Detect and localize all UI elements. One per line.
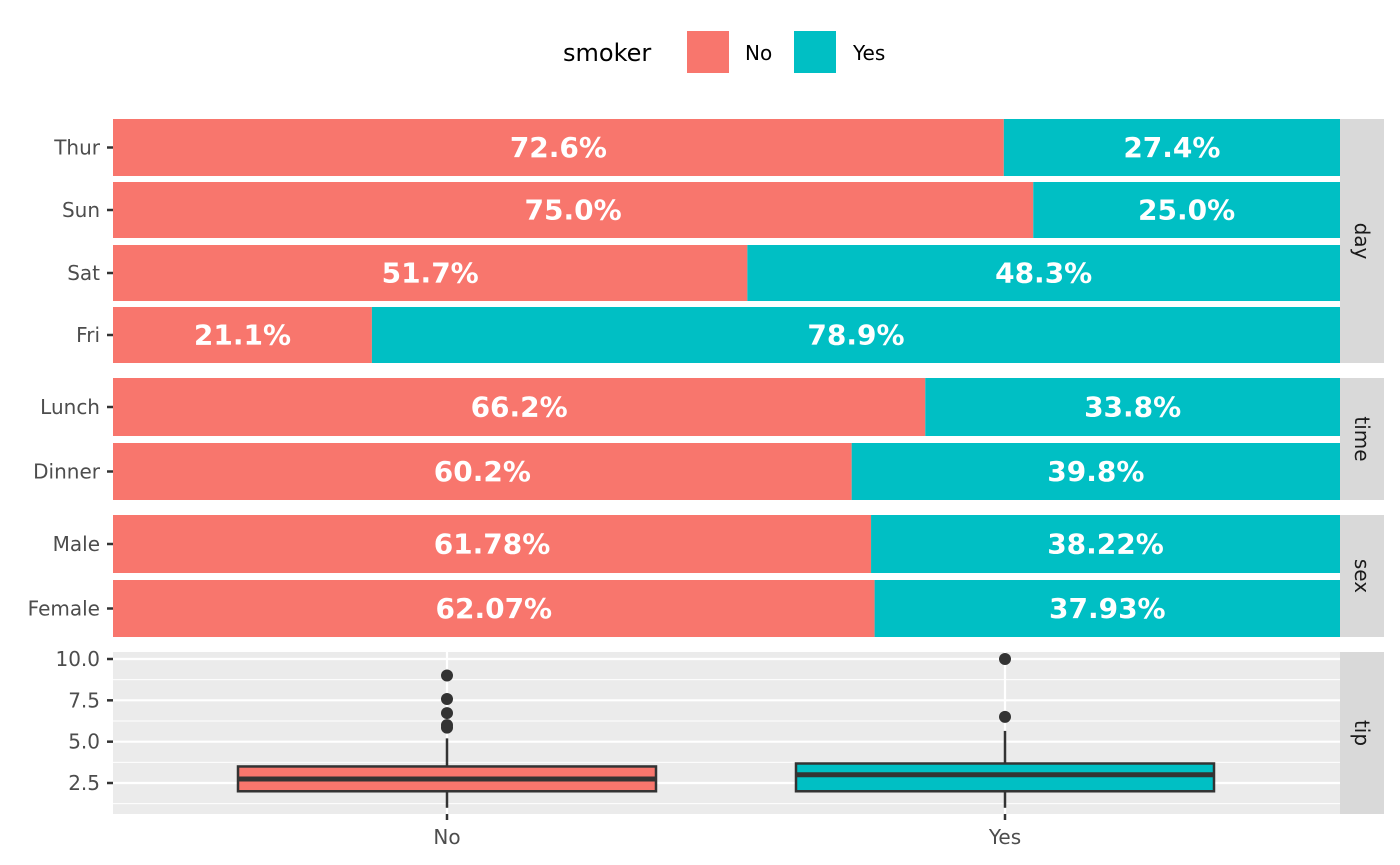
bar-label-no: 61.78% <box>434 528 551 561</box>
outlier-point <box>999 710 1011 723</box>
boxplot-yes: Yes <box>794 653 1216 849</box>
bar-label-no: 66.2% <box>471 391 568 424</box>
bar-yes <box>1033 182 1340 238</box>
bar-row-dinner: 60.2% 39.8% Dinner <box>33 443 1340 500</box>
bar-no <box>113 182 1034 238</box>
x-tick-label: No <box>433 825 460 849</box>
bar-row-lunch: 66.2% 33.8% Lunch <box>40 378 1340 436</box>
strip-label-tip: tip <box>1350 720 1374 746</box>
bar-label-yes: 39.8% <box>1047 455 1144 488</box>
outlier-point <box>441 707 453 720</box>
bar-label-yes: 38.22% <box>1047 528 1164 561</box>
strip-time <box>1340 378 1384 500</box>
panel-sex: sex 61.78% 38.22% Male 62.07% 37.93% Female <box>28 515 1384 637</box>
legend-swatch-no <box>687 31 729 73</box>
y-tick-label: Dinner <box>33 460 101 484</box>
y-tick-label: Female <box>28 597 100 621</box>
bar-label-yes: 33.8% <box>1084 391 1181 424</box>
bar-yes <box>871 515 1340 573</box>
bar-yes <box>874 580 1340 637</box>
bar-label-yes: 78.9% <box>807 319 904 352</box>
bar-yes <box>851 443 1340 500</box>
legend-label-yes: Yes <box>852 41 885 65</box>
legend: smoker No Yes <box>563 31 885 73</box>
bar-label-no: 75.0% <box>525 194 622 227</box>
x-tick-label: Yes <box>988 825 1021 849</box>
y-tick-label: Thur <box>53 136 101 160</box>
bar-no <box>113 580 875 637</box>
bar-row-sun: 75.0% 25.0% Sun <box>62 182 1340 238</box>
strip-day <box>1340 119 1384 363</box>
bar-no <box>113 307 372 363</box>
tip-boxplot-panel: 2.5 5.0 7.5 10.0 tip No Yes <box>55 647 1384 849</box>
bar-row-male: 61.78% 38.22% Male <box>53 515 1340 573</box>
y-tick-label: Fri <box>76 323 100 347</box>
y-tick-label: Sun <box>62 198 100 222</box>
strip-label-day: day <box>1350 223 1374 260</box>
strip-sex <box>1340 515 1384 637</box>
bar-no <box>113 515 872 573</box>
bar-label-yes: 37.93% <box>1049 592 1166 625</box>
bar-yes <box>371 307 1341 363</box>
bar-label-no: 60.2% <box>434 455 531 488</box>
bar-label-no: 72.6% <box>510 131 607 164</box>
outlier-point <box>441 693 453 706</box>
bar-row-thur: 72.6% 27.4% Thur <box>53 119 1340 176</box>
bar-label-no: 51.7% <box>382 257 479 290</box>
bar-yes <box>1003 119 1340 176</box>
y-tick-label: 7.5 <box>68 688 100 712</box>
outlier-point <box>999 653 1011 665</box>
bar-panels: day 72.6% 27.4% Thur 75.0% 25.0% Sun 51.7% 48.3%… <box>28 119 1384 637</box>
y-tick-label: 5.0 <box>68 730 100 754</box>
strip-label-time: time <box>1350 416 1374 461</box>
bar-yes <box>747 245 1340 301</box>
boxplot-no: No <box>236 669 658 849</box>
legend-label-no: No <box>745 41 772 65</box>
bar-label-yes: 48.3% <box>995 257 1092 290</box>
bar-no <box>113 443 852 500</box>
bar-no <box>113 245 748 301</box>
y-tick-label: Sat <box>67 261 100 285</box>
bar-label-yes: 25.0% <box>1138 194 1235 227</box>
bar-no <box>113 378 926 436</box>
bar-row-fri: 21.1% 78.9% Fri <box>76 307 1341 363</box>
strip-label-sex: sex <box>1350 559 1374 593</box>
bar-no <box>113 119 1004 176</box>
bar-label-no: 21.1% <box>194 319 291 352</box>
panel-time: time 66.2% 33.8% Lunch 60.2% 39.8% Dinner <box>33 378 1384 500</box>
strip-tip <box>1340 652 1384 814</box>
outlier-point <box>441 669 453 682</box>
y-tick-label: Lunch <box>40 395 100 419</box>
panel-day: day 72.6% 27.4% Thur 75.0% 25.0% Sun 51.7% 48.3%… <box>53 119 1384 363</box>
bar-yes <box>925 378 1340 436</box>
y-tick-label: Male <box>53 532 100 556</box>
bar-label-no: 62.07% <box>435 592 552 625</box>
outlier-point <box>441 719 453 732</box>
bar-row-female: 62.07% 37.93% Female <box>28 580 1340 637</box>
bar-row-sat: 51.7% 48.3% Sat <box>67 245 1340 301</box>
bar-label-yes: 27.4% <box>1123 131 1220 164</box>
box <box>794 762 1216 793</box>
y-tick-label: 10.0 <box>55 647 100 671</box>
legend-swatch-yes <box>794 31 836 73</box>
legend-title: smoker <box>563 39 651 67</box>
y-tick-label: 2.5 <box>68 771 100 795</box>
